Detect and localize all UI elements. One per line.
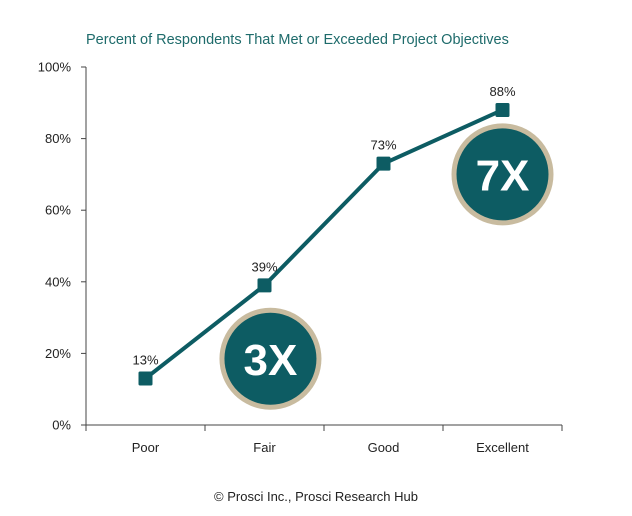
badge-circle bbox=[456, 128, 549, 221]
y-tick-label: 100% bbox=[38, 60, 72, 75]
x-tick-label: Good bbox=[368, 440, 400, 455]
copyright-footer: © Prosci Inc., Prosci Research Hub bbox=[214, 489, 418, 504]
data-label: 88% bbox=[489, 84, 515, 99]
annotation-badges: 3X 7X bbox=[219, 123, 554, 410]
data-label: 39% bbox=[251, 259, 277, 274]
y-tick-label: 80% bbox=[45, 131, 71, 146]
badge-label: 3X bbox=[244, 336, 298, 385]
badge-label: 7X bbox=[476, 151, 530, 200]
data-point-marker bbox=[376, 156, 391, 171]
y-tick-label: 20% bbox=[45, 346, 71, 361]
x-tick-label: Poor bbox=[132, 440, 160, 455]
y-tick-label: 40% bbox=[45, 274, 71, 289]
data-point-marker bbox=[257, 278, 272, 293]
y-tick-label: 0% bbox=[52, 418, 71, 433]
x-tick-label: Fair bbox=[253, 440, 276, 455]
x-axis-ticks: Poor Fair Good Excellent bbox=[85, 425, 563, 455]
y-axis-ticks: 0% 20% 40% 60% 80% 100% bbox=[38, 60, 86, 433]
badge-circle bbox=[224, 312, 317, 405]
y-tick-label: 60% bbox=[45, 203, 71, 218]
series-line bbox=[144, 108, 504, 381]
series bbox=[138, 102, 510, 386]
data-label: 13% bbox=[132, 352, 158, 367]
data-label: 73% bbox=[370, 138, 396, 153]
data-labels: 13% 39% 73% 88% bbox=[132, 84, 515, 367]
data-point-marker bbox=[495, 102, 510, 117]
x-tick-label: Excellent bbox=[476, 440, 529, 455]
data-point-marker bbox=[138, 371, 153, 386]
chart-title: Percent of Respondents That Met or Excee… bbox=[86, 32, 509, 48]
